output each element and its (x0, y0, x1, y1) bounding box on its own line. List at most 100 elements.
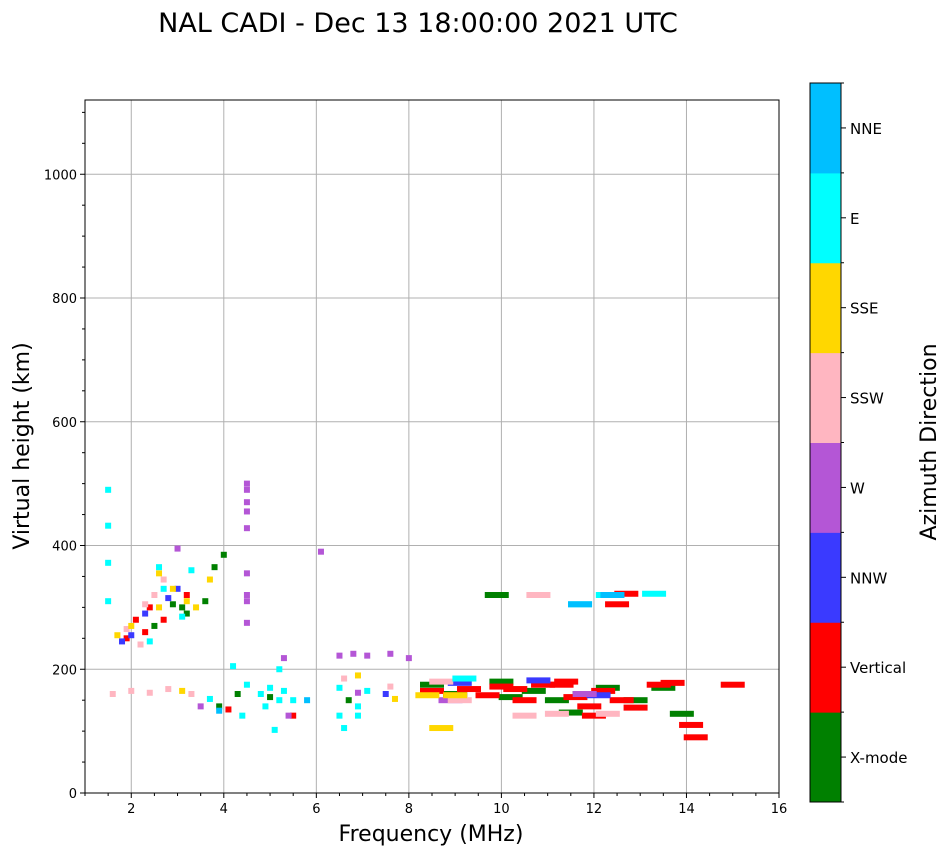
data-point (206, 576, 213, 583)
y-tick-label: 800 (52, 292, 77, 307)
data-point (558, 709, 583, 716)
y-tick-label: 600 (52, 416, 77, 431)
data-point (642, 590, 667, 597)
data-point (660, 679, 685, 686)
data-point (364, 652, 371, 659)
colorbar-segment (810, 442, 841, 533)
data-point (183, 610, 190, 617)
colorbar-label: Azimuth Direction (917, 343, 942, 540)
data-point (211, 564, 218, 571)
data-point (271, 726, 278, 733)
data-point (105, 486, 112, 493)
colorbar-tick-label: E (850, 210, 859, 228)
x-tick-label: 10 (493, 802, 510, 817)
data-point (290, 712, 297, 719)
data-point (128, 687, 135, 694)
data-point (683, 734, 708, 741)
data-point (600, 592, 625, 598)
data-point (165, 686, 172, 693)
y-tick-label: 0 (69, 787, 77, 802)
data-point (595, 710, 620, 717)
data-point (591, 687, 616, 694)
x-tick-label: 12 (586, 802, 603, 817)
data-point (156, 570, 163, 577)
y-tick-label: 1000 (44, 168, 77, 183)
data-point (544, 710, 569, 717)
data-point (568, 601, 593, 608)
x-tick-label: 4 (220, 802, 228, 817)
data-point (354, 689, 361, 696)
data-point (188, 691, 195, 697)
y-tick-label: 200 (52, 663, 77, 678)
data-point (391, 695, 398, 702)
data-point (239, 712, 246, 719)
data-point (276, 666, 283, 673)
data-point (382, 691, 389, 697)
data-point (137, 641, 144, 648)
data-point (354, 672, 361, 679)
data-point (257, 691, 264, 697)
data-point (243, 570, 250, 577)
data-point (109, 691, 116, 697)
data-point (581, 712, 606, 719)
data-point (197, 703, 204, 710)
data-point (160, 585, 167, 592)
colorbar-tick-label: Vertical (850, 659, 906, 677)
data-point (341, 675, 348, 682)
data-point (105, 522, 112, 529)
data-point (354, 712, 361, 719)
data-point (577, 703, 602, 710)
data-point (341, 725, 348, 732)
data-point (276, 697, 283, 704)
data-point (317, 548, 324, 555)
data-point (160, 576, 167, 583)
data-point (169, 601, 176, 608)
plot-area (85, 100, 779, 793)
colorbar-segment (810, 172, 841, 264)
data-point (345, 697, 352, 704)
colorbar-tick-label: SSE (850, 300, 879, 318)
data-point (243, 480, 250, 487)
data-point (160, 616, 167, 623)
data-point (336, 652, 343, 659)
data-point (420, 681, 444, 688)
colorbar-tick-label: W (850, 479, 865, 497)
data-point (262, 703, 269, 710)
data-point (290, 697, 297, 704)
data-point (526, 592, 551, 598)
data-point (243, 499, 250, 506)
data-point (720, 681, 745, 688)
data-point (420, 687, 444, 694)
data-point (531, 681, 556, 688)
data-point (243, 486, 250, 493)
y-axis-label: Virtual height (km) (10, 342, 35, 549)
data-point (336, 684, 343, 691)
colorbar: X-mode Vertical NNW W SSW SSE E NNE (809, 82, 907, 803)
data-point (415, 692, 440, 699)
data-point (243, 592, 250, 598)
data-point (595, 684, 620, 691)
data-point (142, 610, 149, 617)
data-point (447, 697, 472, 704)
x-axis-ticks: 2 4 6 8 10 12 14 16 (84, 793, 787, 817)
data-point (679, 721, 704, 728)
data-point (429, 725, 454, 732)
data-point (405, 655, 412, 662)
data-point (526, 677, 551, 684)
data-point (651, 684, 676, 691)
x-tick-label: 2 (127, 802, 135, 817)
data-point (554, 678, 579, 685)
data-point (544, 697, 569, 704)
x-tick-label: 6 (312, 802, 320, 817)
colorbar-tick-label: X-mode (850, 749, 907, 767)
data-point (364, 687, 371, 694)
data-point (216, 703, 223, 710)
data-point (174, 545, 181, 552)
data-point (304, 697, 311, 704)
data-point (165, 595, 172, 602)
data-point (225, 706, 232, 713)
data-point (220, 551, 227, 558)
data-point (475, 692, 500, 699)
data-point (609, 697, 634, 704)
